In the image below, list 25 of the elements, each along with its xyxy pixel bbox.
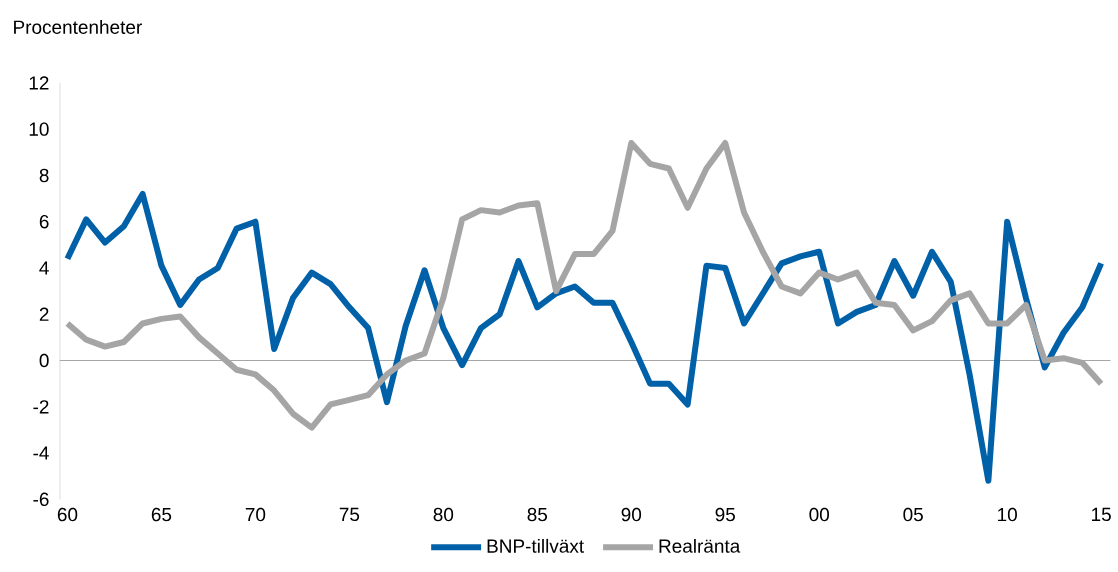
y-tick-label: -4 (33, 446, 49, 460)
x-tick-label: 00 (809, 507, 830, 522)
y-tick-label: 2 (39, 307, 49, 321)
x-tick-label: 65 (151, 507, 172, 522)
x-tick-label: 80 (433, 507, 454, 522)
legend-label: Realränta (659, 538, 741, 553)
y-tick-label: 4 (39, 261, 49, 275)
x-tick-label: 90 (621, 507, 642, 522)
y-tick-label: 0 (39, 353, 49, 368)
x-tick-label: 15 (1092, 507, 1111, 521)
y-axis-title: Procentenheter (14, 19, 142, 34)
y-tick-label: -2 (33, 400, 49, 414)
y-tick-label: 6 (39, 214, 49, 229)
x-tick-label: 95 (715, 507, 735, 522)
y-tick-label: 10 (29, 122, 49, 136)
y-tick-label: -6 (33, 492, 49, 506)
x-tick-label: 75 (339, 507, 360, 521)
y-tick-label: 12 (29, 76, 49, 90)
x-tick-label: 60 (57, 507, 78, 522)
legend-label: BNP-tillväxt (487, 538, 584, 553)
x-tick-label: 70 (245, 507, 266, 522)
y-tick-label: 8 (39, 168, 49, 183)
x-tick-label: 05 (903, 507, 923, 522)
x-tick-label: 85 (527, 507, 548, 522)
x-tick-label: 10 (998, 507, 1017, 522)
